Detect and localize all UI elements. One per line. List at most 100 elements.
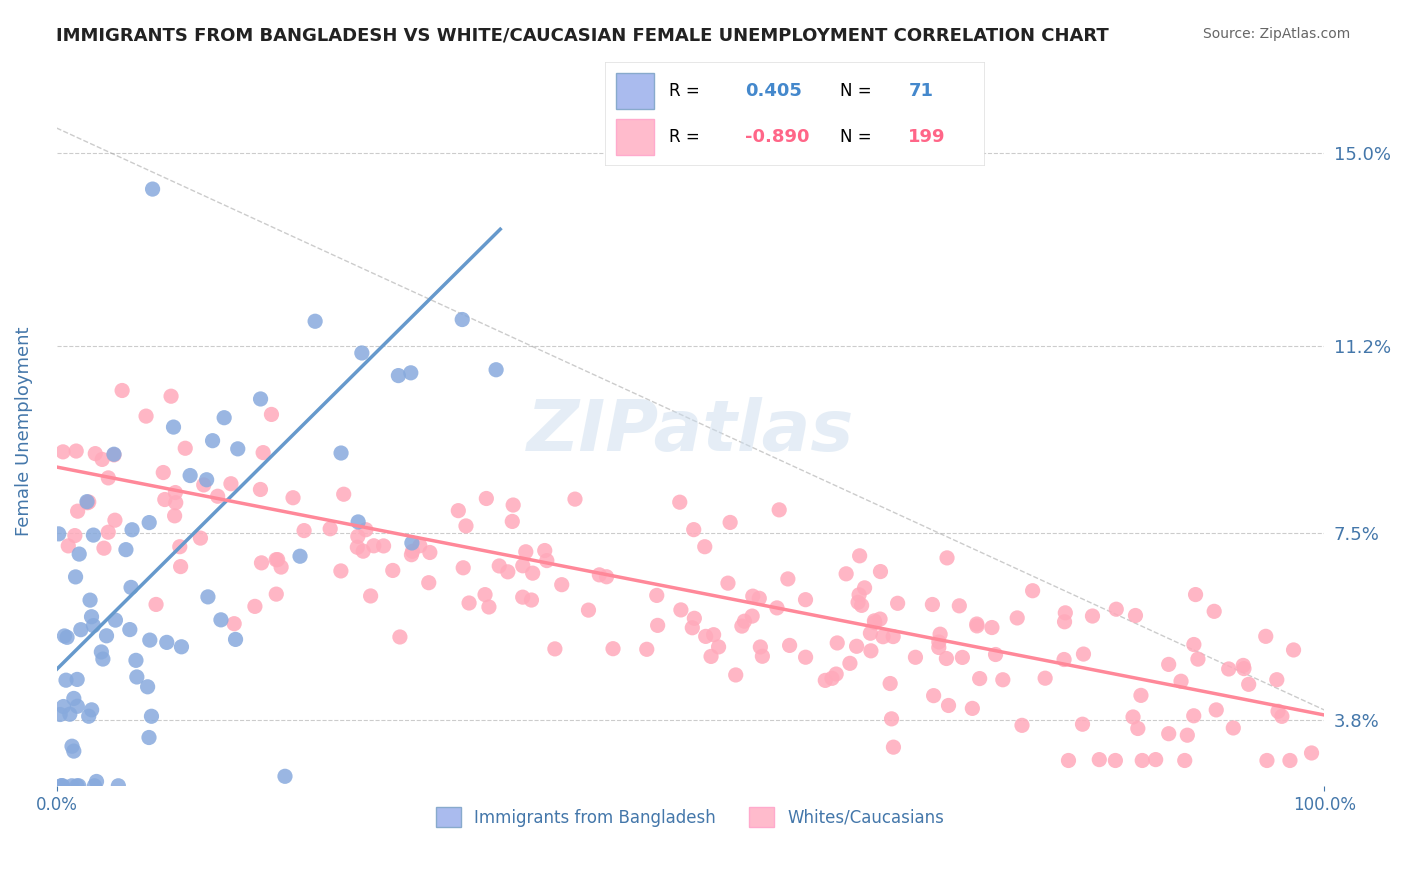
Point (668, 495, 690, 509)
Point (447, 503, 470, 517)
Point (160, 389, 183, 403)
Point (115, 542, 138, 557)
Point (252, 445, 274, 459)
Point (863, 615, 886, 630)
Point (458, 596, 481, 610)
Point (1081, 609, 1104, 624)
Point (52, 699, 75, 714)
Point (52, 445, 75, 459)
Point (1157, 657, 1180, 672)
Point (681, 621, 703, 635)
Text: N =: N = (839, 82, 872, 100)
Point (264, 587, 287, 601)
Point (1182, 638, 1205, 652)
Point (250, 556, 273, 570)
Point (821, 671, 844, 685)
Point (304, 314, 326, 328)
Point (882, 740, 904, 755)
Point (69, 623, 91, 637)
Point (707, 640, 730, 654)
Point (872, 630, 894, 644)
Point (53, 629, 76, 643)
Point (91, 452, 114, 467)
Point (478, 599, 501, 614)
Text: R =: R = (669, 82, 700, 100)
Point (512, 558, 534, 573)
Point (1187, 652, 1209, 666)
Point (153, 492, 176, 507)
Point (55, 673, 77, 688)
Point (602, 641, 624, 656)
Point (352, 544, 374, 558)
Point (274, 769, 297, 783)
Point (136, 680, 159, 694)
Point (125, 653, 148, 667)
Point (260, 408, 283, 422)
Point (748, 591, 770, 606)
Point (62, 691, 84, 706)
Point (724, 668, 747, 682)
Point (859, 644, 882, 658)
Text: 0.405: 0.405 (745, 82, 801, 100)
Point (270, 560, 292, 574)
Point (1033, 671, 1056, 685)
Point (346, 529, 368, 543)
Point (1105, 602, 1128, 616)
Point (1130, 754, 1153, 768)
Point (851, 599, 873, 613)
Point (60, 739, 83, 754)
Point (80, 609, 103, 624)
FancyBboxPatch shape (616, 119, 654, 155)
Point (48, 526, 70, 541)
Point (682, 523, 704, 537)
Point (1054, 606, 1077, 620)
Point (243, 599, 266, 614)
Point (1184, 588, 1206, 602)
Point (401, 536, 423, 550)
FancyBboxPatch shape (616, 73, 654, 109)
Point (454, 519, 477, 533)
Point (135, 409, 157, 424)
Point (717, 576, 740, 591)
Point (966, 617, 988, 632)
Point (485, 363, 508, 377)
Point (1218, 662, 1240, 676)
Point (1237, 677, 1260, 691)
Point (93, 541, 115, 556)
Point (201, 434, 224, 448)
Point (76, 494, 98, 508)
Point (501, 515, 523, 529)
Point (1057, 754, 1080, 768)
Point (104, 613, 127, 627)
Point (520, 593, 543, 607)
Point (249, 483, 271, 497)
Point (869, 612, 891, 626)
Point (848, 549, 870, 563)
Point (292, 524, 315, 538)
Point (141, 709, 163, 723)
Point (1278, 754, 1301, 768)
Point (125, 670, 148, 684)
Point (928, 640, 950, 655)
Point (1011, 718, 1033, 732)
Point (170, 640, 193, 654)
Point (533, 543, 555, 558)
Point (731, 619, 754, 633)
Point (1088, 753, 1111, 767)
Point (83, 779, 105, 793)
Point (66, 779, 89, 793)
Point (825, 667, 848, 681)
Point (451, 561, 474, 575)
Point (66, 673, 89, 687)
Point (962, 701, 984, 715)
Point (776, 572, 799, 586)
Point (904, 650, 927, 665)
Point (838, 657, 860, 671)
Point (1182, 708, 1205, 723)
Point (502, 498, 524, 512)
Point (409, 539, 432, 553)
Point (882, 630, 904, 644)
Point (564, 492, 586, 507)
Point (79, 593, 101, 607)
Point (76, 496, 98, 510)
